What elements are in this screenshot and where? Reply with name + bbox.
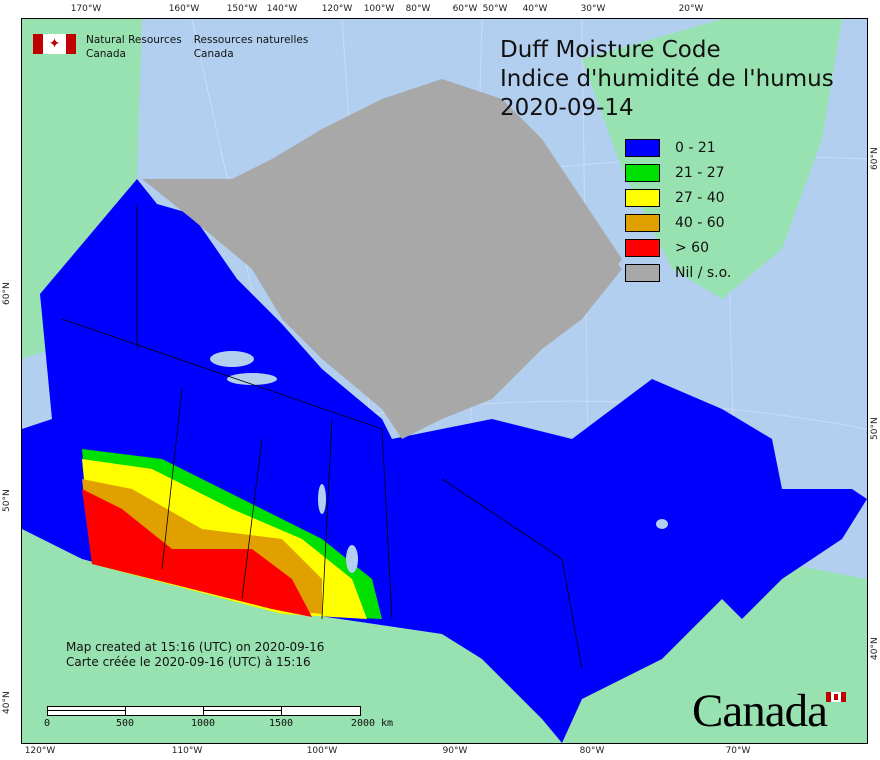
map-frame <box>21 18 868 744</box>
legend-swatch <box>625 213 660 232</box>
usa-land <box>22 529 867 743</box>
canada-flag-icon: ✦ <box>33 34 76 54</box>
canada-wordmark: Canada <box>692 685 828 737</box>
lon-tick-label: 100°W <box>363 4 395 14</box>
agency-signature: ✦ Natural Resources Canada Ressources nat… <box>33 33 308 61</box>
title-en: Duff Moisture Code <box>500 37 721 63</box>
lat-tick-label: 60°N <box>2 282 12 305</box>
lat-tick-label: 40°N <box>870 637 880 660</box>
lon-tick-label: 80°W <box>579 746 605 756</box>
agency-name-en-2: Canada <box>86 48 126 60</box>
legend-item: Nil / s.o. <box>625 260 731 285</box>
lon-tick-label: 160°W <box>168 4 200 14</box>
lon-tick-label: 40°W <box>522 4 548 14</box>
arctic-no-data <box>142 79 622 439</box>
lon-tick-label: 140°W <box>266 4 298 14</box>
map-title: Duff Moisture Code Indice d'humidité de … <box>500 36 834 123</box>
legend-swatch <box>625 163 660 182</box>
lon-tick-label: 90°W <box>442 746 468 756</box>
legend-item: 40 - 60 <box>625 210 731 235</box>
borders <box>61 204 583 670</box>
legend: 0 - 21 21 - 27 27 - 40 40 - 60 > 60 Nil / s.o… <box>625 135 731 285</box>
agency-name-fr-2: Canada <box>193 48 234 60</box>
lat-tick-label: 50°N <box>870 417 880 440</box>
lon-tick-label: 60°W <box>452 4 478 14</box>
creation-note: Map created at 15:16 (UTC) on 2020-09-16… <box>66 640 324 670</box>
lon-tick-label: 80°W <box>405 4 431 14</box>
wordmark-flag-icon <box>826 692 846 702</box>
scale-label: 2000 km <box>350 718 394 729</box>
created-en: Map created at 15:16 (UTC) on 2020-09-16 <box>66 640 325 654</box>
legend-swatch <box>625 263 660 282</box>
legend-item: 21 - 27 <box>625 160 731 185</box>
canada-dmc-0-21 <box>22 179 867 743</box>
agency-name-en: Natural Resources <box>86 34 182 46</box>
legend-label: > 60 <box>675 239 709 256</box>
lon-tick-label: 100°W <box>306 746 338 756</box>
agency-name-fr: Ressources naturelles <box>193 34 309 46</box>
created-fr: Carte créée le 2020-09-16 (UTC) à 15:16 <box>66 655 311 669</box>
lon-tick-label: 150°W <box>226 4 258 14</box>
lat-tick-label: 60°N <box>870 147 880 170</box>
legend-label: 0 - 21 <box>675 139 716 156</box>
lon-tick-label: 50°W <box>482 4 508 14</box>
lon-tick-label: 70°W <box>725 746 751 756</box>
lon-tick-label: 110°W <box>171 746 203 756</box>
lon-tick-label: 170°W <box>70 4 102 14</box>
legend-item: 0 - 21 <box>625 135 731 160</box>
legend-swatch <box>625 188 660 207</box>
lon-tick-label: 120°W <box>321 4 353 14</box>
legend-swatch <box>625 138 660 157</box>
lon-tick-label: 120°W <box>24 746 56 756</box>
scale-label: 500 <box>115 718 135 729</box>
scale-label: 1000 <box>190 718 216 729</box>
legend-label: Nil / s.o. <box>675 264 732 281</box>
lat-tick-label: 40°N <box>2 691 12 714</box>
alaska-land <box>22 19 142 359</box>
baffin-no-data <box>452 189 622 319</box>
scale-label: 1500 <box>268 718 294 729</box>
dmc-over-60-region <box>82 489 312 617</box>
title-fr: Indice d'humidité de l'humus <box>500 66 834 92</box>
legend-label: 40 - 60 <box>675 214 725 231</box>
legend-item: > 60 <box>625 235 731 260</box>
fire-weather-map <box>22 19 867 743</box>
legend-swatch <box>625 238 660 257</box>
legend-label: 21 - 27 <box>675 164 725 181</box>
lon-tick-label: 30°W <box>580 4 606 14</box>
lakes <box>210 351 668 573</box>
lat-tick-label: 50°N <box>2 489 12 512</box>
greenland-land <box>582 19 842 299</box>
map-date: 2020-09-14 <box>500 95 634 121</box>
lon-tick-label: 20°W <box>678 4 704 14</box>
legend-label: 27 - 40 <box>675 189 725 206</box>
scale-bar <box>47 706 361 716</box>
scale-label: 0 <box>43 718 51 729</box>
legend-item: 27 - 40 <box>625 185 731 210</box>
